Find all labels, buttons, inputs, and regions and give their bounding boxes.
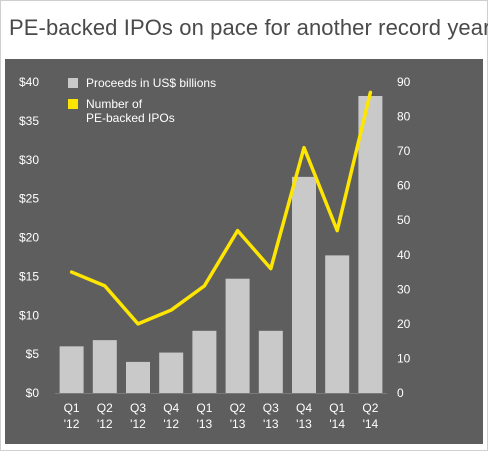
y-right-tick-label: 0	[397, 386, 404, 400]
x-tick-label-year: '13	[296, 417, 312, 431]
x-tick-label: Q3	[130, 401, 146, 415]
x-tick-label-year: '12	[163, 417, 179, 431]
bar	[292, 176, 316, 393]
y-right-tick-label: 40	[397, 248, 411, 262]
bar	[225, 278, 250, 393]
y-left-tick-label: $35	[19, 114, 39, 128]
y-right-tick-label: 30	[397, 282, 411, 296]
chart-title: PE-backed IPOs on pace for another recor…	[9, 15, 488, 40]
x-tick-label: Q4	[163, 401, 179, 415]
x-tick-label-year: '14	[329, 417, 345, 431]
y-left-tick-label: $10	[19, 308, 39, 322]
y-left-tick-label: $0	[26, 386, 40, 400]
y-left-tick-label: $5	[26, 347, 40, 361]
x-tick-label: Q2	[97, 401, 113, 415]
legend-swatch-ipos	[68, 99, 78, 109]
bar	[92, 340, 117, 393]
legend-label-ipos-line2: PE-backed IPOs	[86, 111, 175, 125]
x-tick-label-year: '12	[64, 417, 80, 431]
x-tick-label: Q3	[263, 401, 279, 415]
x-tick-label: Q1	[196, 401, 212, 415]
y-right-tick-label: 90	[397, 75, 411, 89]
x-tick-label: Q1	[64, 401, 80, 415]
x-tick-label-year: '13	[263, 417, 279, 431]
y-right-tick-label: 80	[397, 110, 411, 124]
x-tick-label-year: '13	[230, 417, 246, 431]
x-tick-label-year: '14	[363, 417, 379, 431]
x-tick-label: Q1	[329, 401, 345, 415]
y-right-tick-label: 10	[397, 351, 411, 365]
x-tick-label: Q2	[362, 401, 378, 415]
y-right-tick-label: 70	[397, 144, 411, 158]
y-left-tick-label: $30	[19, 153, 39, 167]
bar	[192, 330, 217, 393]
y-right-tick-label: 50	[397, 213, 411, 227]
x-tick-label-year: '12	[97, 417, 113, 431]
y-left-tick-label: $40	[19, 75, 39, 89]
bar	[159, 352, 184, 393]
legend-swatch-proceeds	[68, 78, 78, 88]
line-series-ipos	[69, 90, 373, 326]
x-tick-label-year: '13	[197, 417, 213, 431]
bar	[258, 330, 283, 393]
bar	[59, 346, 84, 393]
bar	[126, 361, 150, 393]
bar	[325, 255, 350, 393]
y-right-tick-label: 60	[397, 179, 411, 193]
x-tick-label-year: '12	[130, 417, 146, 431]
y-left-tick-label: $20	[19, 231, 39, 245]
legend-label-ipos-line1: Number of	[86, 97, 143, 111]
x-tick-label: Q2	[230, 401, 246, 415]
x-tick-label: Q4	[296, 401, 312, 415]
bar	[358, 95, 383, 393]
chart-svg: $0 $5 $10 $15 $20 $25 $30 $35 $40 0 10 20 30 40 50 60 70…	[19, 75, 411, 431]
y-right-tick-label: 20	[397, 317, 411, 331]
legend-label-proceeds: Proceeds in US$ billions	[86, 76, 216, 90]
chart-panel: $0 $5 $10 $15 $20 $25 $30 $35 $40 0 10 20 30 40 50 60 70…	[5, 59, 483, 444]
y-left-tick-label: $25	[19, 192, 39, 206]
y-left-tick-label: $15	[19, 269, 39, 283]
